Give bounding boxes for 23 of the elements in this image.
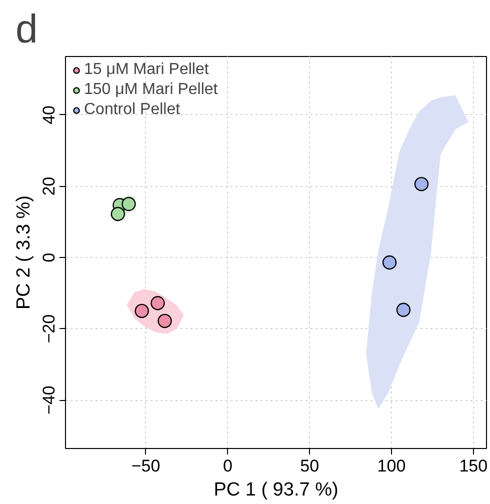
y-axis-title: PC 2 ( 3.3 %) (14, 195, 34, 310)
y-tick-label: −20 (40, 314, 58, 344)
y-tick-label: 40 (40, 105, 58, 124)
legend-label: 150 μM Mari Pellet (84, 81, 218, 99)
legend-label: 15 μM Mari Pellet (84, 61, 209, 79)
x-tick-label: −50 (131, 456, 160, 476)
point (134, 304, 149, 318)
point (158, 314, 172, 328)
y-tick-label: −40 (40, 386, 58, 414)
point (382, 255, 397, 270)
text: d (16, 8, 38, 52)
point (414, 176, 429, 192)
point (150, 296, 165, 310)
x-axis-title: PC 1 ( 93.7 %) (214, 480, 338, 500)
x-tick-label: 100 (377, 456, 406, 476)
point (396, 302, 411, 317)
x-tick-label: 50 (300, 456, 320, 476)
y-tick-label: 20 (40, 176, 58, 196)
legend-label: Control Pellet (84, 101, 180, 119)
x-tick-label: 150 (459, 456, 488, 476)
x-tick-label: 0 (222, 456, 232, 476)
y-tick-label: 0 (40, 252, 58, 262)
point (110, 206, 126, 222)
